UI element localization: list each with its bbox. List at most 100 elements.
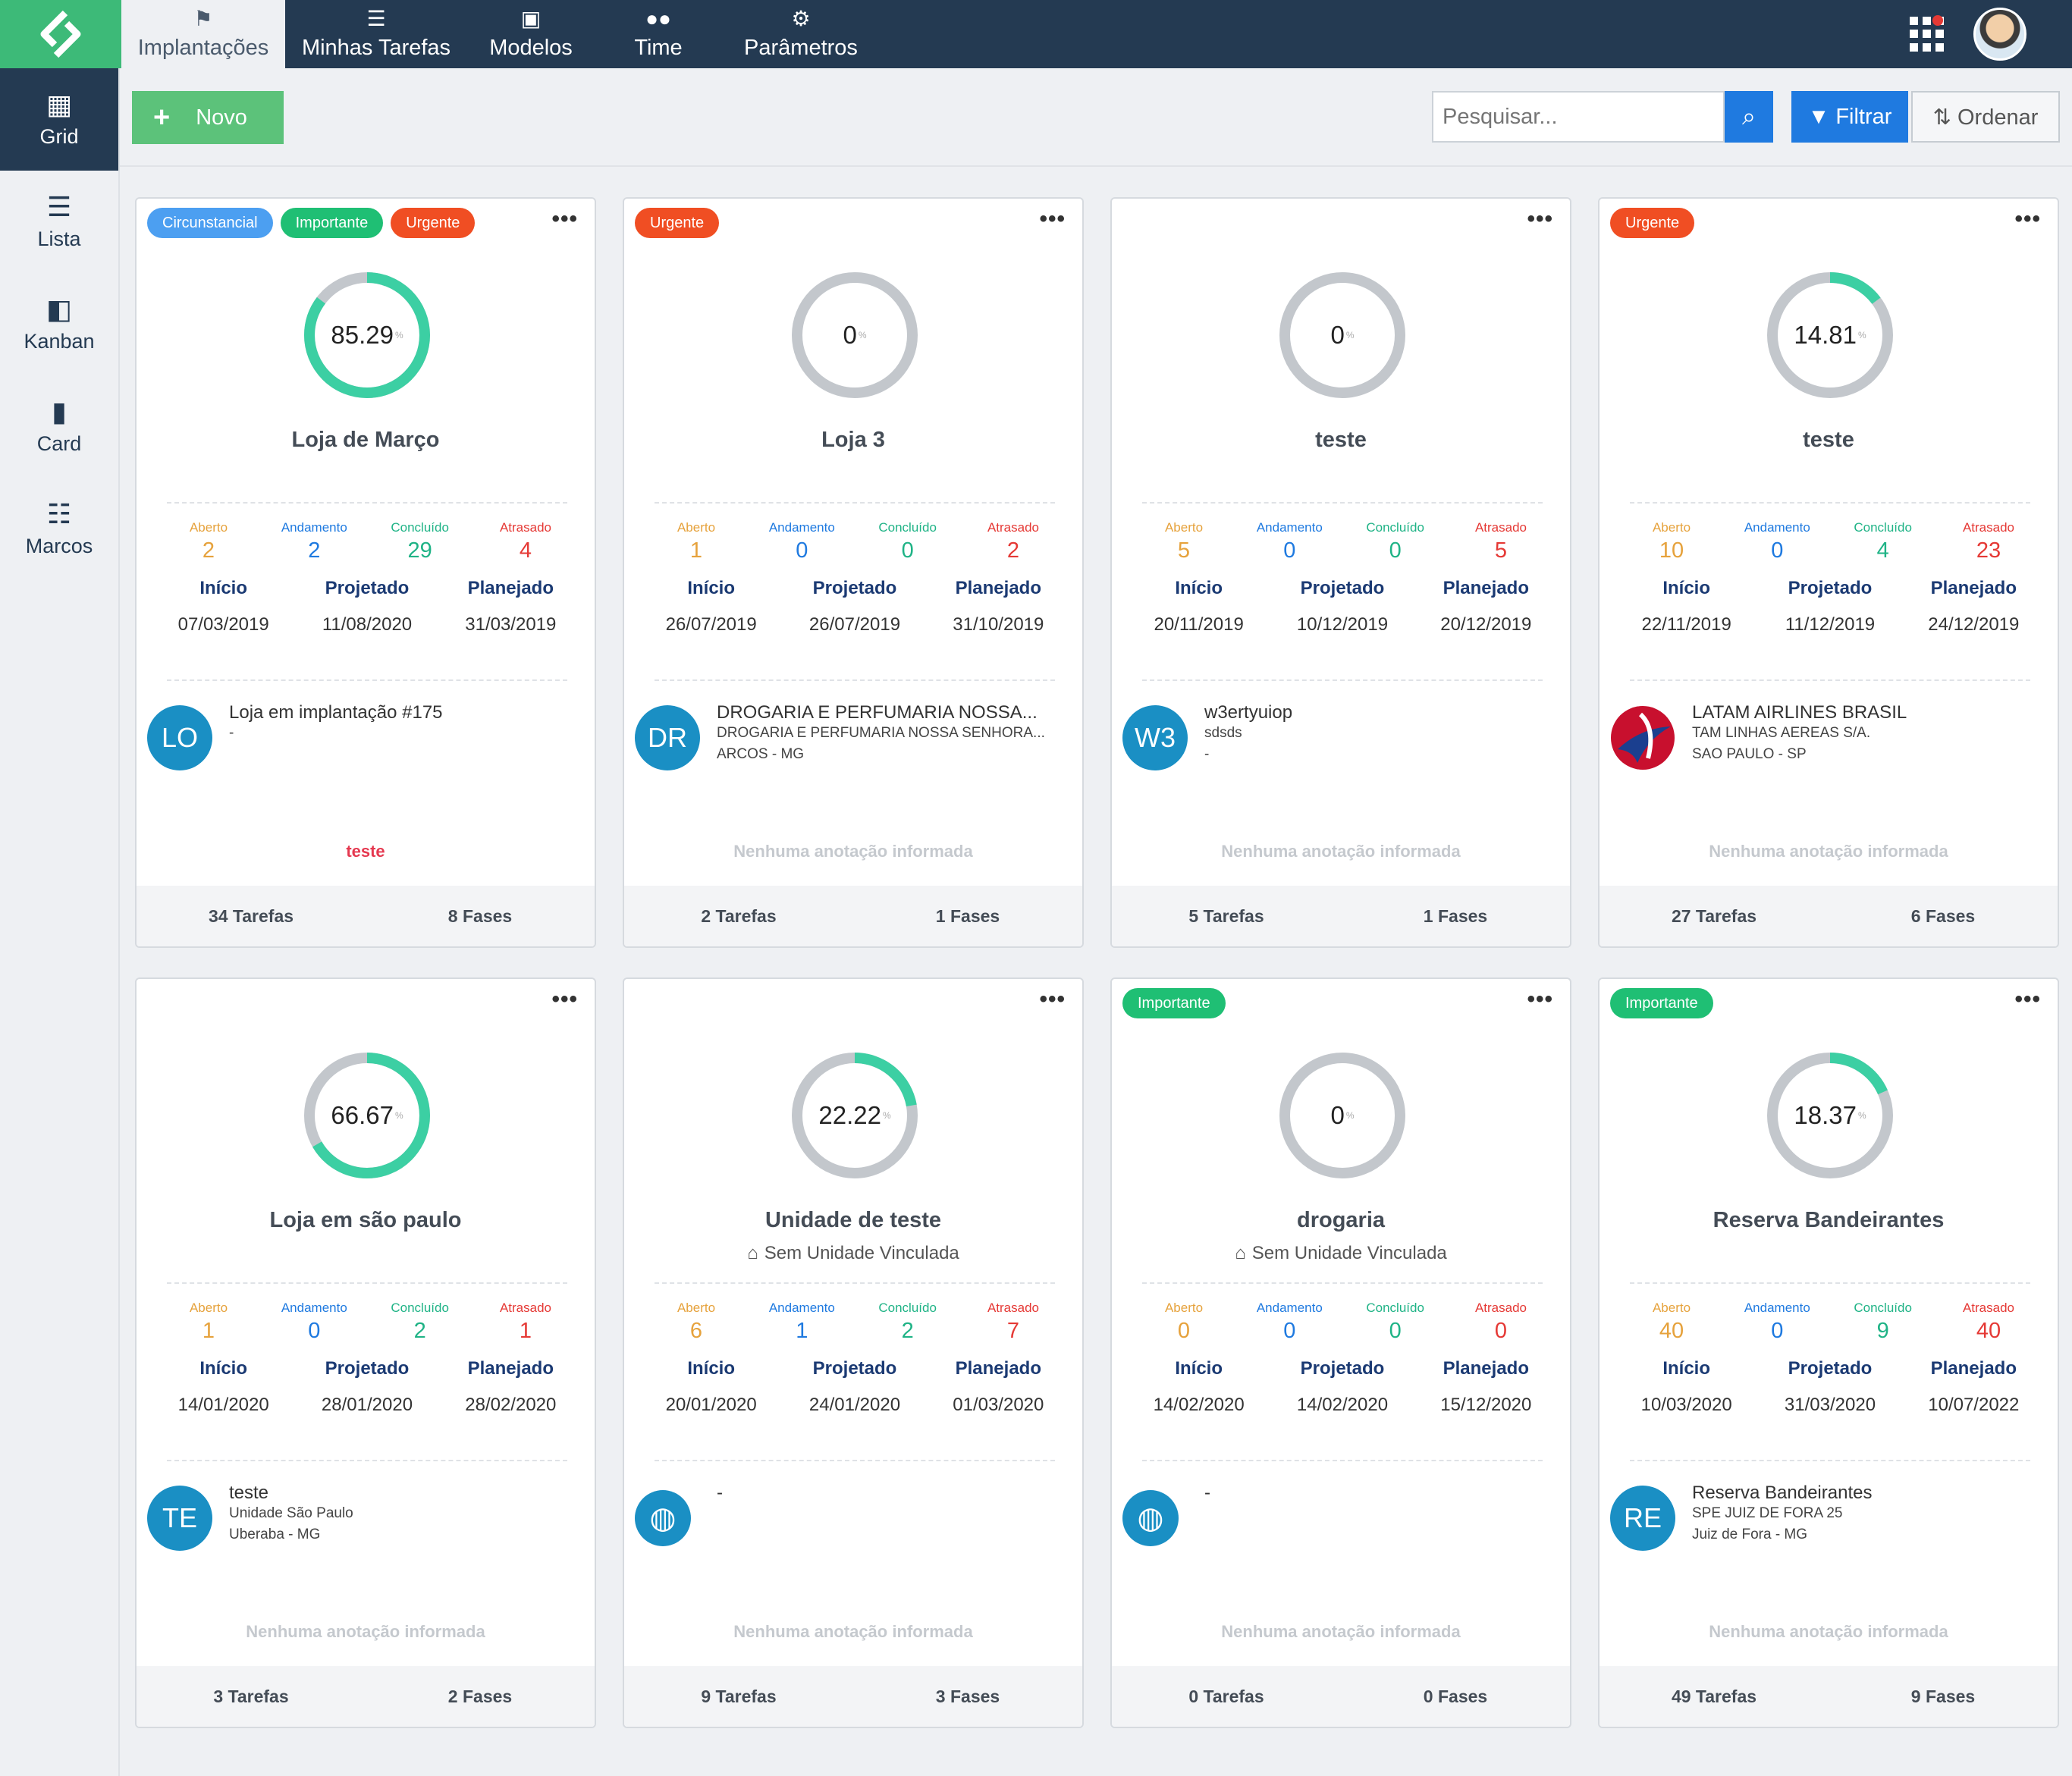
nav-time[interactable]: ●● Time <box>595 0 722 68</box>
nav-implantacoes[interactable]: ⚑ Implantações <box>121 0 285 68</box>
users-icon: ●● <box>645 6 671 30</box>
implantacao-card[interactable]: Importante ••• 0% drogaria ⌂ Sem Unidade Vinc… <box>1110 977 1571 1728</box>
implantacao-card[interactable]: Importante ••• 18.37% Reserva Bandeirantes A… <box>1598 977 2059 1728</box>
card-title[interactable]: drogaria <box>1296 1208 1386 1232</box>
sidebar-item-card[interactable]: ▮ Card <box>0 375 118 478</box>
new-button-label: Novo <box>196 105 247 130</box>
tag-list: Circunstancial Importante Urgente <box>147 208 476 238</box>
sidebar-item-kanban[interactable]: ◧ Kanban <box>0 273 118 375</box>
unit-subtitle: ⌂ Sem Unidade Vinculada <box>624 1243 1082 1264</box>
more-options-icon[interactable]: ••• <box>551 206 578 231</box>
card-title[interactable]: teste <box>1315 428 1367 452</box>
stat-value: 23 <box>1976 538 2001 563</box>
annotation-text: Nenhuma anotação informada <box>1221 1622 1461 1641</box>
phases-count[interactable]: 9 Fases <box>1910 1686 1976 1706</box>
stat-value: 9 <box>1876 1319 1889 1343</box>
bookmark-icon: ▮ <box>52 396 67 427</box>
tasks-count[interactable]: 5 Tarefas <box>1188 905 1264 926</box>
implantacao-card[interactable]: Circunstancial Importante Urgente ••• 85.29%… <box>135 197 596 948</box>
implantacao-card[interactable]: ••• 66.67% Loja em são paulo Aberto 1 Andamen… <box>135 977 596 1728</box>
app-logo[interactable] <box>0 0 121 68</box>
sidebar-item-lista[interactable]: ☰ Lista <box>0 171 118 273</box>
card-title[interactable]: Unidade de teste <box>764 1208 942 1232</box>
nav-minhas-tarefas[interactable]: ☰ Minhas Tarefas <box>285 0 467 68</box>
progress-track <box>1279 272 1405 398</box>
sidebar-item-marcos[interactable]: ☷ Marcos <box>0 478 118 580</box>
implantacao-card[interactable]: Urgente ••• 14.81% teste Aberto 10 Andamento 0 C… <box>1598 197 2059 948</box>
nav-label: Parâmetros <box>744 35 858 60</box>
tag-list: Urgente <box>1610 208 1695 238</box>
phases-count[interactable]: 8 Fases <box>447 905 513 926</box>
nav-modelos[interactable]: ▣ Modelos <box>467 0 595 68</box>
progress-value: 0% <box>1276 268 1409 402</box>
progress-track <box>792 272 918 398</box>
progress-donut <box>792 272 918 398</box>
implantacao-card[interactable]: Urgente ••• 0% Loja 3 Aberto 1 Andamento 0 Concl… <box>623 197 1084 948</box>
annotation-text: Nenhuma anotação informada <box>1709 1622 1948 1641</box>
stat-andamento: Andamento 0 <box>1735 520 1819 563</box>
search-input[interactable] <box>1432 91 1725 143</box>
stat-atrasado: Atrasado 5 <box>1459 520 1543 563</box>
more-options-icon[interactable]: ••• <box>2014 987 2041 1012</box>
more-options-icon[interactable]: ••• <box>551 987 578 1012</box>
phases-count[interactable]: 0 Fases <box>1423 1686 1488 1706</box>
percent-sign: % <box>858 330 867 340</box>
phases-count[interactable]: 6 Fases <box>1910 905 1976 926</box>
new-button[interactable]: + Novo <box>132 91 284 144</box>
more-options-icon[interactable]: ••• <box>1039 206 1066 231</box>
search-button[interactable]: ⌕ <box>1725 91 1773 143</box>
card-title[interactable]: Loja em são paulo <box>269 1208 462 1232</box>
tasks-count[interactable]: 9 Tarefas <box>701 1686 777 1706</box>
tasks-icon: ☰ <box>366 6 386 30</box>
stat-label: Aberto <box>1164 520 1204 535</box>
card-title[interactable]: Reserva Bandeirantes <box>1713 1208 1945 1232</box>
date-header: Projetado <box>1300 1358 1385 1379</box>
stat-andamento: Andamento 2 <box>272 520 356 563</box>
card-title[interactable]: Loja de Março <box>291 428 440 452</box>
sidebar-item-grid[interactable]: ▦ Grid <box>0 68 118 171</box>
tag-list: Urgente <box>635 208 720 238</box>
implantacao-card[interactable]: ••• 0% teste Aberto 5 Andamento 0 Concluído 0 Atr… <box>1110 197 1571 948</box>
order-button-label: Ordenar <box>1957 105 2039 130</box>
client-name: DROGARIA E PERFUMARIA NOSSA... <box>717 702 1038 723</box>
stat-value: 0 <box>1771 538 1784 563</box>
card-footer: 9 Tarefas 3 Fases <box>624 1666 1082 1727</box>
stat-label: Atrasado <box>1474 520 1527 535</box>
date-value: 24/12/2019 <box>1928 614 2020 635</box>
filter-button[interactable]: ▼ Filtrar <box>1791 91 1908 143</box>
tasks-count[interactable]: 49 Tarefas <box>1671 1686 1757 1706</box>
progress-number: 0 <box>843 321 857 349</box>
search-icon: ⌕ <box>1742 102 1756 130</box>
order-button[interactable]: ⇅ Ordenar <box>1911 91 2060 143</box>
tasks-count[interactable]: 3 Tarefas <box>213 1686 289 1706</box>
date-header: Início <box>687 1358 735 1379</box>
phases-count[interactable]: 1 Fases <box>1423 905 1488 926</box>
stat-value: 0 <box>1177 1319 1191 1343</box>
phases-count[interactable]: 3 Fases <box>935 1686 1000 1706</box>
stat-label: Atrasado <box>987 1301 1039 1315</box>
date-projetado: Projetado 11/12/2019 <box>1758 578 1901 635</box>
user-avatar[interactable] <box>1973 8 2026 61</box>
divider <box>655 1282 1055 1284</box>
more-options-icon[interactable]: ••• <box>1527 987 1553 1012</box>
tasks-count[interactable]: 34 Tarefas <box>208 905 294 926</box>
tasks-count[interactable]: 0 Tarefas <box>1188 1686 1264 1706</box>
phases-count[interactable]: 2 Fases <box>447 1686 513 1706</box>
stat-value: 0 <box>1389 538 1402 563</box>
card-title[interactable]: teste <box>1803 428 1854 452</box>
tasks-count[interactable]: 2 Tarefas <box>701 905 777 926</box>
more-options-icon[interactable]: ••• <box>2014 206 2041 231</box>
stat-label: Andamento <box>1744 520 1810 535</box>
phases-count[interactable]: 1 Fases <box>935 905 1000 926</box>
more-options-icon[interactable]: ••• <box>1039 987 1066 1012</box>
card-title[interactable]: Loja 3 <box>821 428 885 452</box>
sidebar-item-label: Lista <box>37 227 81 250</box>
divider <box>655 502 1055 504</box>
nav-parametros[interactable]: ⚙ Parâmetros <box>722 0 880 68</box>
implantacao-card[interactable]: ••• 22.22% Unidade de teste ⌂ Sem Unidade Vi… <box>623 977 1084 1728</box>
date-value: 11/12/2019 <box>1785 614 1876 635</box>
more-options-icon[interactable]: ••• <box>1527 206 1553 231</box>
priority-tag: Importante <box>1122 988 1226 1018</box>
tasks-count[interactable]: 27 Tarefas <box>1671 905 1757 926</box>
date-header: Projetado <box>812 1358 897 1379</box>
